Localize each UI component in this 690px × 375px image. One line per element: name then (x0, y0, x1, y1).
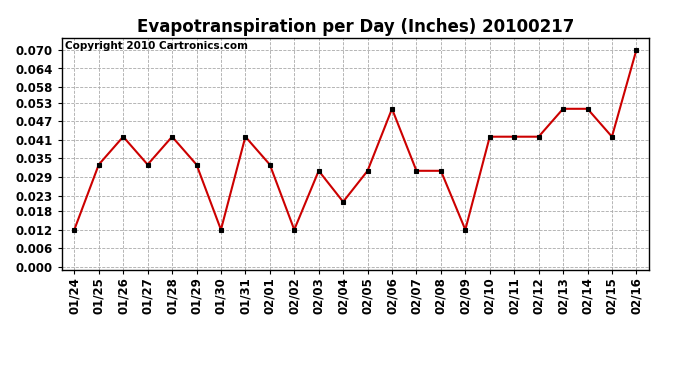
Title: Evapotranspiration per Day (Inches) 20100217: Evapotranspiration per Day (Inches) 2010… (137, 18, 574, 36)
Text: Copyright 2010 Cartronics.com: Copyright 2010 Cartronics.com (65, 41, 248, 51)
